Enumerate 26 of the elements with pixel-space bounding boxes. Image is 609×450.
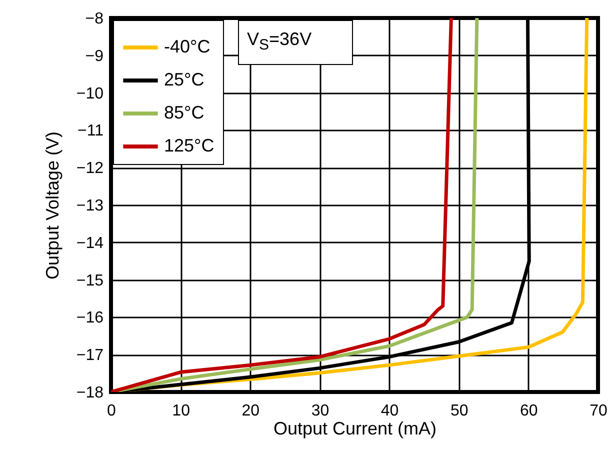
x-tick-label: 40 <box>380 402 399 420</box>
annotation: V$_{S}$=36V <box>238 20 353 65</box>
x-tick-label: 50 <box>450 402 468 420</box>
y-axis-title: Output Voltage (V) <box>42 131 62 280</box>
x-tick-label: 10 <box>172 402 190 420</box>
legend-label: -40°C <box>164 36 210 56</box>
y-tick-label: −18 <box>76 384 104 402</box>
x-tick-label: 0 <box>107 402 116 420</box>
x-tick-label: 20 <box>242 402 260 420</box>
legend-label: 125°C <box>164 136 214 156</box>
y-tick-label: −14 <box>76 234 104 252</box>
y-tick-label: −17 <box>76 347 104 364</box>
y-tick-label: −16 <box>76 310 104 327</box>
x-tick-label: 60 <box>520 402 538 420</box>
legend-label: 25°C <box>164 70 204 90</box>
y-tick-label: −10 <box>76 85 104 102</box>
x-axis-title: Output Current (mA) <box>273 418 437 438</box>
y-tick-label: −9 <box>85 48 104 65</box>
y-tick-label: −13 <box>76 198 104 214</box>
x-tick-label: 30 <box>311 402 330 420</box>
legend-label: 85°C <box>164 102 204 122</box>
y-tick-label: −12 <box>76 160 104 178</box>
y-tick-label: −15 <box>76 272 104 290</box>
x-tick-label: 70 <box>590 402 608 420</box>
y-tick-label: −8 <box>85 10 104 28</box>
y-tick-label: −11 <box>78 122 104 140</box>
